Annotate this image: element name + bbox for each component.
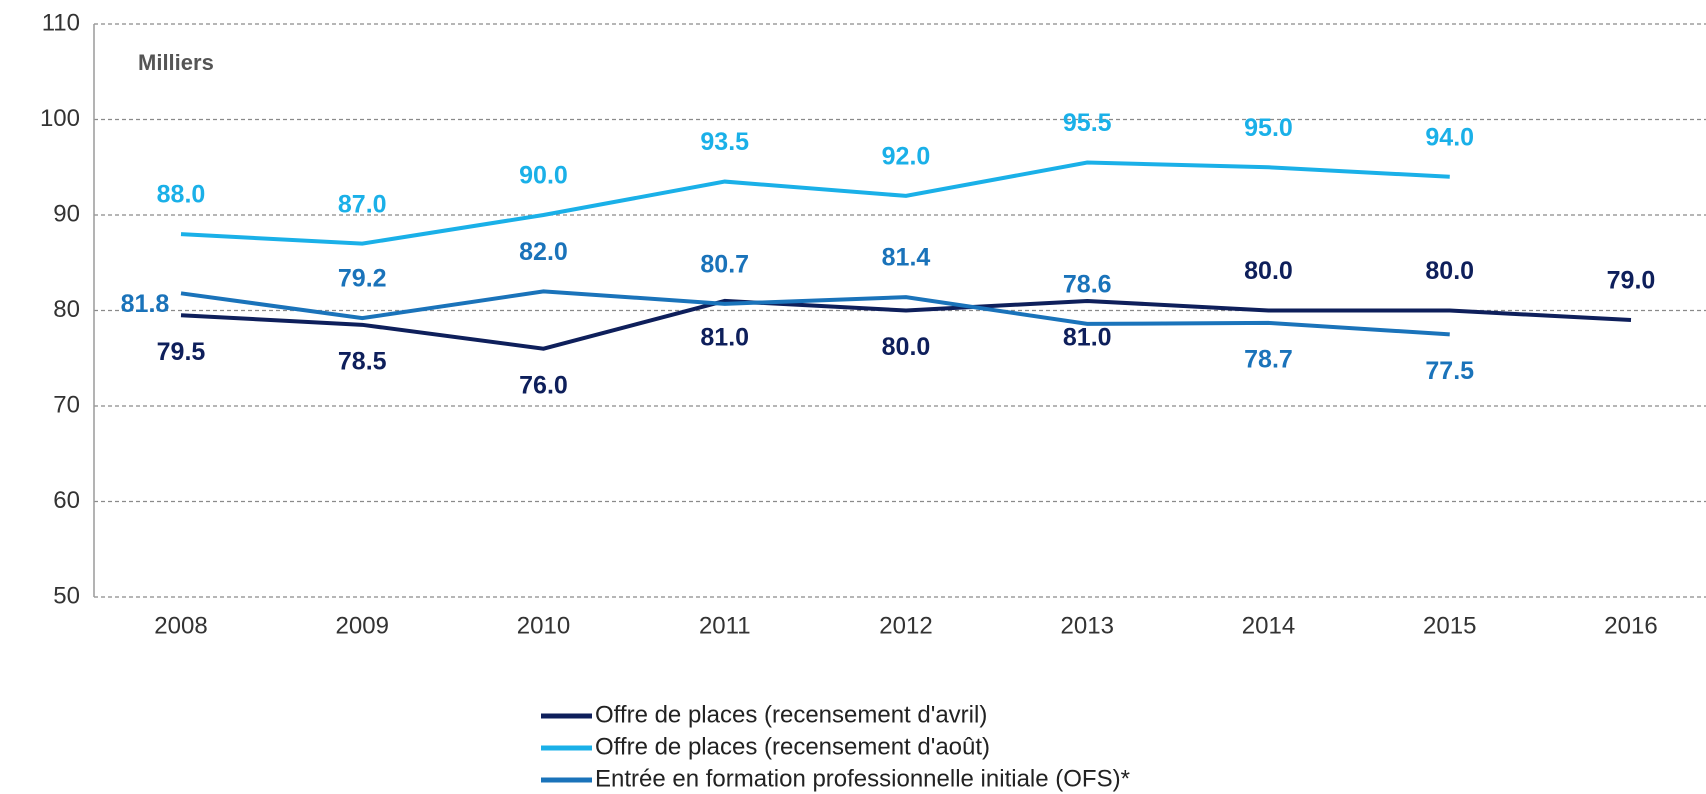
data-label: 94.0 xyxy=(1425,123,1474,151)
data-label: 81.0 xyxy=(700,324,749,352)
data-label: 76.0 xyxy=(519,371,568,399)
data-label: 82.0 xyxy=(519,238,568,266)
data-label: 78.5 xyxy=(338,347,387,375)
unit-label: Milliers xyxy=(138,50,214,75)
data-label: 79.5 xyxy=(157,338,206,366)
x-tick-label: 2013 xyxy=(1061,612,1114,639)
data-label: 90.0 xyxy=(519,162,568,190)
y-tick-label: 50 xyxy=(53,582,80,609)
data-label: 80.0 xyxy=(1244,257,1293,285)
data-label: 92.0 xyxy=(882,143,931,171)
y-tick-label: 110 xyxy=(42,9,80,36)
x-tick-label: 2015 xyxy=(1423,612,1476,639)
x-tick-label: 2014 xyxy=(1242,612,1295,639)
y-tick-label: 70 xyxy=(53,391,80,418)
data-label: 78.7 xyxy=(1244,346,1293,374)
x-tick-label: 2008 xyxy=(154,612,207,639)
data-label: 81.8 xyxy=(121,290,170,318)
y-tick-label: 90 xyxy=(53,200,80,227)
data-label: 79.0 xyxy=(1607,267,1656,295)
data-label: 93.5 xyxy=(700,128,749,156)
data-label: 95.5 xyxy=(1063,109,1112,137)
x-tick-label: 2016 xyxy=(1604,612,1657,639)
y-tick-label: 80 xyxy=(53,296,80,323)
data-label: 80.0 xyxy=(882,333,931,361)
data-label: 95.0 xyxy=(1244,114,1293,142)
data-label: 80.7 xyxy=(700,250,749,278)
legend-label: Offre de places (recensement d'août) xyxy=(595,733,990,760)
series-line xyxy=(180,298,1632,351)
data-label: 80.0 xyxy=(1425,257,1474,285)
y-tick-label: 60 xyxy=(53,487,80,514)
data-label: 77.5 xyxy=(1425,357,1474,385)
data-label: 79.2 xyxy=(338,265,387,293)
y-tick-label: 100 xyxy=(40,105,80,132)
data-label: 78.6 xyxy=(1063,270,1112,298)
x-tick-label: 2012 xyxy=(879,612,932,639)
data-label: 88.0 xyxy=(157,181,206,209)
legend-label: Offre de places (recensement d'avril) xyxy=(595,701,987,728)
x-tick-label: 2011 xyxy=(699,612,751,639)
x-tick-label: 2009 xyxy=(336,612,389,639)
x-tick-label: 2010 xyxy=(517,612,570,639)
series-line xyxy=(180,289,1450,337)
series-line xyxy=(180,160,1450,246)
legend-label: Entrée en formation professionnelle init… xyxy=(595,765,1130,792)
data-label: 87.0 xyxy=(338,190,387,218)
data-label: 81.0 xyxy=(1063,324,1112,352)
data-label: 81.4 xyxy=(882,244,931,272)
